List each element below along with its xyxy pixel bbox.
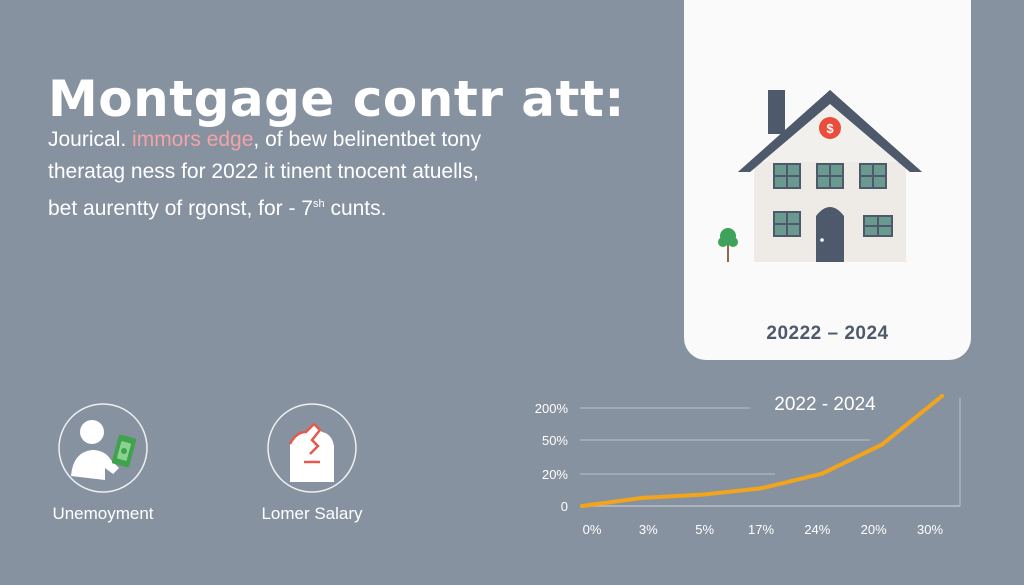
y-tick-label: 0 <box>561 499 568 514</box>
subtitle-accent: immors edge <box>132 128 254 151</box>
x-tick-label: 17% <box>748 522 774 537</box>
salary-block: Lomer Salary <box>232 402 392 524</box>
data-point <box>880 442 884 447</box>
house-card: $ 20222 – 2024 <box>684 0 971 360</box>
y-tick-label: 50% <box>542 433 568 448</box>
x-tick-label: 5% <box>695 522 714 537</box>
data-point <box>640 495 644 500</box>
page-title: Montgage contr att: <box>48 70 625 128</box>
person-money-icon <box>58 403 148 493</box>
subtitle-line-1: Jourical. immors edge, of bew belinentbe… <box>48 128 482 151</box>
chart-ticks: 200% 50% 20% 0 0% 3% 5% 17% 24% 20% 30% <box>535 401 944 537</box>
data-point <box>700 492 704 497</box>
page-subtitle: Jourical. immors edge, of bew belinentbe… <box>48 124 568 225</box>
x-tick-label: 0% <box>583 522 602 537</box>
x-tick-label: 3% <box>639 522 658 537</box>
x-tick-label: 20% <box>861 522 887 537</box>
house-icon: $ <box>718 90 922 262</box>
x-tick-label: 24% <box>804 522 830 537</box>
unemployment-block: Unemoyment <box>23 402 183 524</box>
data-point <box>940 394 944 398</box>
data-point <box>820 471 824 476</box>
unemployment-label: Unemoyment <box>52 504 154 523</box>
x-tick-label: 30% <box>917 522 943 537</box>
card-years: 20222 – 2024 <box>766 323 889 344</box>
data-point <box>580 504 584 508</box>
growth-line-chart: 200% 50% 20% 0 0% 3% 5% 17% 24% 20% 30% 2022 - 202… <box>535 394 961 537</box>
salary-label: Lomer Salary <box>261 504 363 523</box>
svg-text:$: $ <box>826 121 834 136</box>
data-point <box>760 486 764 491</box>
person-pay-cut-icon <box>267 403 357 493</box>
chart-grid <box>580 398 961 507</box>
subtitle-line-2: theratag ness for 2022 it tinent tnocent… <box>48 160 479 183</box>
chart-series <box>580 394 944 508</box>
y-tick-label: 200% <box>535 401 569 416</box>
subtitle-line-3: bet aurentty of rgonst, for - 7sh cunts. <box>48 197 387 220</box>
y-tick-label: 20% <box>542 467 568 482</box>
chart-title: 2022 - 2024 <box>774 394 876 415</box>
